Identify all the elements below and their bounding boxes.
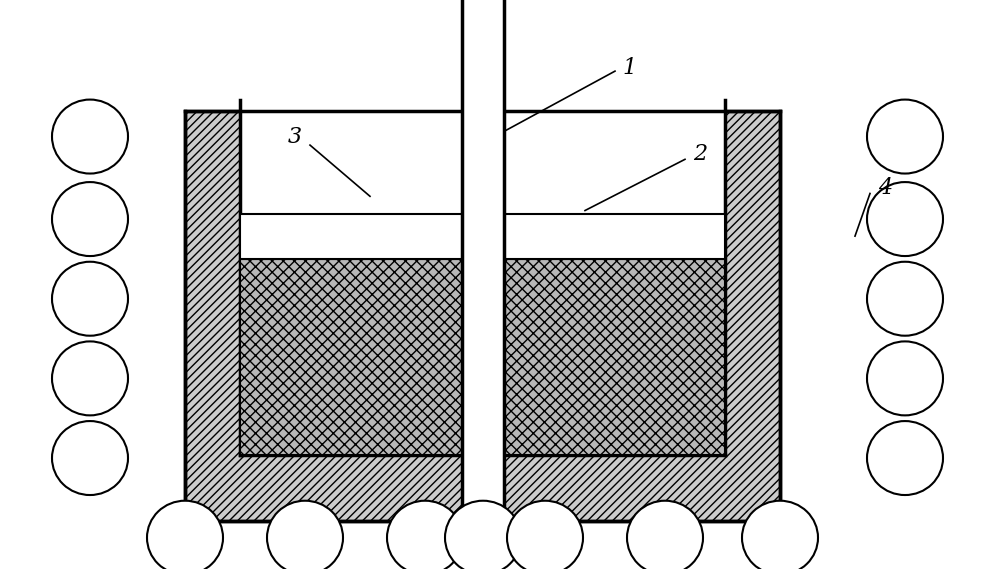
Ellipse shape [52, 421, 128, 495]
Ellipse shape [52, 262, 128, 336]
Ellipse shape [627, 501, 703, 569]
Bar [240, 259, 725, 455]
Text: 2: 2 [693, 143, 707, 164]
Bar [185, 111, 780, 521]
Ellipse shape [52, 100, 128, 174]
Ellipse shape [507, 501, 583, 569]
Ellipse shape [867, 100, 943, 174]
Ellipse shape [147, 501, 223, 569]
Bar [240, 215, 725, 259]
Ellipse shape [267, 501, 343, 569]
Text: 1: 1 [623, 57, 637, 79]
Ellipse shape [867, 421, 943, 495]
Text: 3: 3 [288, 126, 302, 147]
Text: 4: 4 [878, 177, 892, 199]
Ellipse shape [52, 341, 128, 415]
Ellipse shape [445, 501, 521, 569]
Ellipse shape [52, 182, 128, 256]
Ellipse shape [742, 501, 818, 569]
Ellipse shape [867, 341, 943, 415]
Ellipse shape [867, 182, 943, 256]
Bar [240, 83, 725, 455]
Ellipse shape [387, 501, 463, 569]
Ellipse shape [867, 262, 943, 336]
Bar [462, 0, 504, 521]
